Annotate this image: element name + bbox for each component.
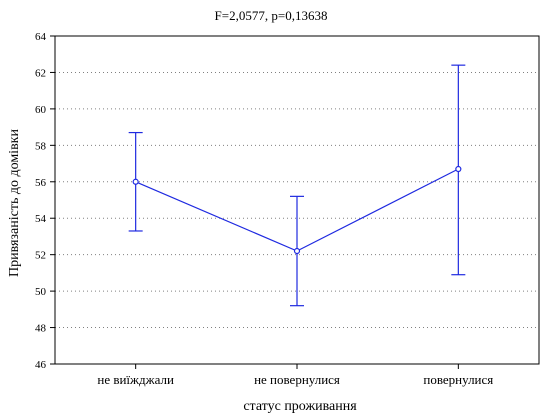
x-axis-label: статус проживання bbox=[243, 399, 357, 414]
y-tick-label: 56 bbox=[35, 177, 47, 189]
y-tick-label: 52 bbox=[35, 250, 46, 262]
y-tick-label: 60 bbox=[35, 104, 47, 116]
mean-point bbox=[455, 165, 462, 173]
y-axis-label: Привязаність до домівки bbox=[7, 129, 22, 277]
x-category-label: повернулися bbox=[423, 372, 493, 387]
y-tick-label: 64 bbox=[35, 31, 47, 43]
axis-layer: 46 48 50 52 54 56 58 60 62 64 bbox=[35, 31, 540, 371]
mean-point bbox=[132, 178, 139, 185]
y-tick-label: 46 bbox=[35, 359, 47, 371]
series-layer bbox=[128, 64, 466, 307]
y-tick-label: 62 bbox=[35, 67, 46, 79]
y-tick-label: 58 bbox=[35, 140, 47, 152]
y-tick-label: 48 bbox=[35, 323, 47, 335]
chart-title: F=2,0577, p=0,13638 bbox=[215, 8, 328, 23]
y-tick-label: 50 bbox=[35, 286, 47, 298]
y-tick-label: 54 bbox=[35, 213, 47, 225]
x-category-label: не виїжджали bbox=[97, 372, 174, 387]
x-category-label: не повернулися bbox=[254, 372, 340, 387]
label-layer: F=2,0577, p=0,13638 статус проживання Пр… bbox=[7, 8, 493, 414]
mean-point bbox=[293, 247, 301, 255]
